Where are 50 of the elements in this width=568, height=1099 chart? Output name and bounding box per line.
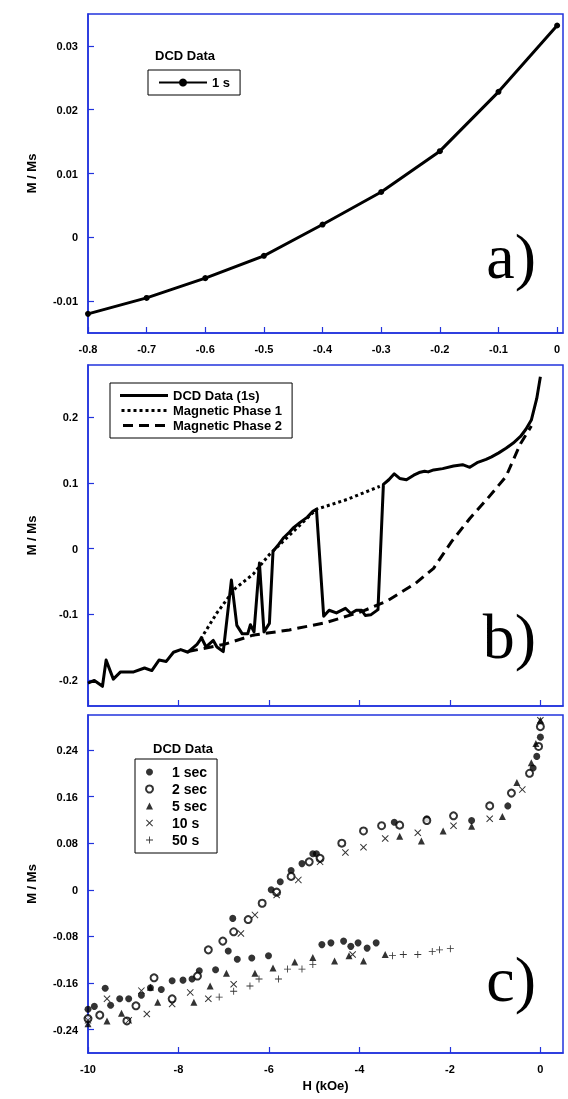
x-tick-label: 0 (537, 1062, 544, 1075)
legend-label: 1 sec (172, 764, 208, 780)
legend-title: DCD Data (155, 48, 216, 63)
x-tick-label: 0 (554, 342, 561, 355)
annotation: c) (486, 943, 536, 1015)
legend-label: 10 s (172, 815, 200, 831)
y-tick-label: 0.16 (56, 790, 78, 803)
y-tick-label: -0.1 (59, 608, 78, 621)
x-tick-label: -10 (80, 1062, 96, 1075)
y-tick-label: 0.24 (56, 743, 79, 756)
y-tick-label: -0.01 (52, 295, 78, 308)
legend-label: Magnetic Phase 2 (173, 418, 283, 433)
legend-title: DCD Data (153, 741, 214, 756)
y-axis-title: M / Ms (24, 515, 39, 556)
legend-label: 5 sec (172, 798, 208, 814)
x-tick-label: -0.6 (195, 342, 215, 355)
y-tick-label: -0.16 (52, 977, 78, 990)
legend-label: 50 s (172, 832, 200, 848)
x-tick-label: -0.8 (78, 342, 98, 355)
x-tick-label: -0.5 (254, 342, 274, 355)
y-tick-label: 0.2 (62, 411, 78, 424)
y-tick-label: 0.1 (62, 477, 78, 490)
x-tick-label: -6 (264, 1062, 274, 1075)
y-tick-label: -0.08 (52, 930, 78, 943)
annotation: b) (482, 600, 536, 672)
y-tick-label: 0.03 (56, 39, 78, 52)
x-tick-label: -8 (173, 1062, 184, 1075)
y-tick-label: -0.24 (52, 1023, 79, 1036)
legend-label: DCD Data (1s) (173, 388, 260, 403)
x-tick-label: -0.3 (371, 342, 391, 355)
y-tick-label: 0.08 (56, 837, 78, 850)
x-tick-label: -0.7 (137, 342, 157, 355)
y-tick-label: 0 (71, 231, 78, 244)
x-tick-label: -0.2 (430, 342, 450, 355)
x-tick-label: -2 (445, 1062, 455, 1075)
x-tick-label: -0.4 (313, 342, 333, 355)
legend-label: 1 s (212, 75, 231, 90)
y-tick-label: -0.2 (59, 673, 78, 686)
y-tick-label: 0 (71, 883, 78, 896)
y-tick-label: 0 (71, 542, 78, 555)
y-tick-label: 0.01 (56, 167, 78, 180)
y-tick-label: 0.02 (56, 103, 78, 116)
y-axis-title: M / Ms (24, 153, 39, 194)
annotation: a) (486, 220, 536, 292)
x-axis-title: H (kOe) (302, 1077, 349, 1093)
legend-label: Magnetic Phase 1 (173, 403, 283, 418)
x-tick-label: -4 (354, 1062, 366, 1075)
x-tick-label: -0.1 (489, 342, 508, 355)
legend-label: 2 sec (172, 781, 208, 797)
y-axis-title: M / Ms (24, 864, 39, 904)
